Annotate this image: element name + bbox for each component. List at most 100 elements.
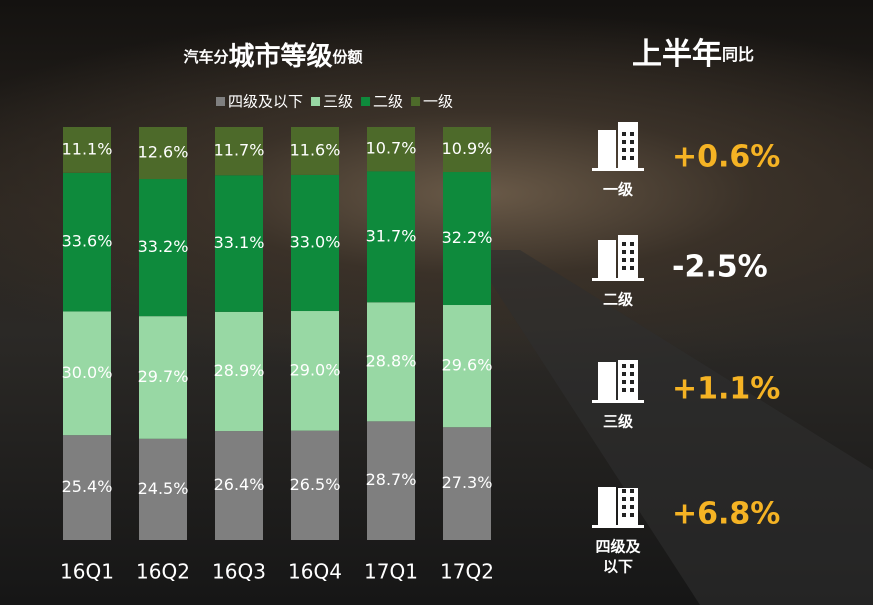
base [592,400,644,403]
building [618,122,638,168]
building [618,235,638,278]
bar-segment [367,302,415,422]
legend-label: 三级 [323,93,353,111]
data-label: 33.2% [138,237,189,256]
legend-label: 四级及以下 [228,93,303,111]
window [622,513,626,517]
chart-title: 汽车分城市等级份额 [183,41,362,72]
base [592,278,644,281]
x-tick-label: 17Q1 [364,560,418,584]
data-label: 31.7% [366,226,417,245]
data-label: 28.9% [214,361,265,380]
window [622,505,626,509]
window [622,250,626,254]
x-tick-label: 16Q1 [60,560,114,584]
bar-segment [291,311,339,431]
window [622,156,626,160]
window [630,242,634,246]
building [618,360,638,400]
data-label: 26.5% [290,475,341,494]
title-part: 份额 [333,48,363,66]
data-label: 29.0% [290,360,341,379]
window [630,140,634,144]
building [618,488,638,525]
x-tick-label: 16Q4 [288,560,342,584]
legend-swatch [361,97,371,106]
yoy-value: +0.6% [672,140,780,175]
data-label: 30.0% [62,363,113,382]
window [622,497,626,501]
data-label: 33.1% [214,233,265,252]
icon-label: 以下 [603,558,633,576]
window [630,380,634,384]
building-icon [592,122,644,171]
bar-segment [367,171,415,303]
window [630,132,634,136]
bar-segment [139,179,187,317]
yoy-value: -2.5% [672,250,768,285]
bar-segment [63,435,111,540]
bar-segment [215,127,263,176]
legend-label: 二级 [373,93,403,111]
title-part: 城市等级 [228,41,332,72]
window [622,258,626,262]
data-label: 26.4% [214,475,265,494]
bar-segment [139,438,187,540]
title-part: 汽车分 [183,48,228,66]
x-tick-label: 16Q2 [136,560,190,584]
window [622,140,626,144]
data-label: 33.6% [62,232,113,251]
yoy-value: +1.1% [672,372,780,407]
building-icon [592,235,644,281]
building [598,487,616,525]
data-label: 29.7% [138,367,189,386]
bar-segment [443,305,491,428]
bar-segment [443,172,491,306]
window [622,364,626,368]
data-label: 29.6% [442,356,493,375]
legend-label: 一级 [423,93,453,111]
data-label: 28.7% [366,470,417,489]
window [622,489,626,493]
bar-segment [215,175,263,312]
building [598,130,616,168]
bar-segment [139,316,187,439]
window [622,372,626,376]
window [630,513,634,517]
data-label: 24.5% [138,479,189,498]
window [630,489,634,493]
data-label: 25.4% [62,477,113,496]
bar-segment [139,127,187,180]
bar-segment [63,172,111,312]
base [592,525,644,528]
icon-label: 三级 [603,413,634,431]
building [598,240,616,278]
window [630,156,634,160]
title-part: 同比 [722,45,754,64]
icon-label: 四级及 [595,538,641,556]
road [470,250,873,605]
bar-segment [443,427,491,540]
window [622,388,626,392]
window [622,242,626,246]
panel-title: 上半年同比 [632,37,754,72]
x-tick-label: 16Q3 [212,560,266,584]
data-label: 10.7% [366,139,417,158]
bar-segment [291,430,339,540]
data-label: 32.2% [442,228,493,247]
window [630,148,634,152]
bar-segment [63,311,111,436]
window [630,266,634,270]
building-icon [592,360,644,403]
window [630,505,634,509]
data-label: 10.9% [442,139,493,158]
bar-segment [215,431,263,540]
base [592,168,644,171]
window [630,497,634,501]
window [622,266,626,270]
yoy-value: +6.8% [672,497,780,532]
bar-segment [291,127,339,175]
bar-segment [63,127,111,173]
